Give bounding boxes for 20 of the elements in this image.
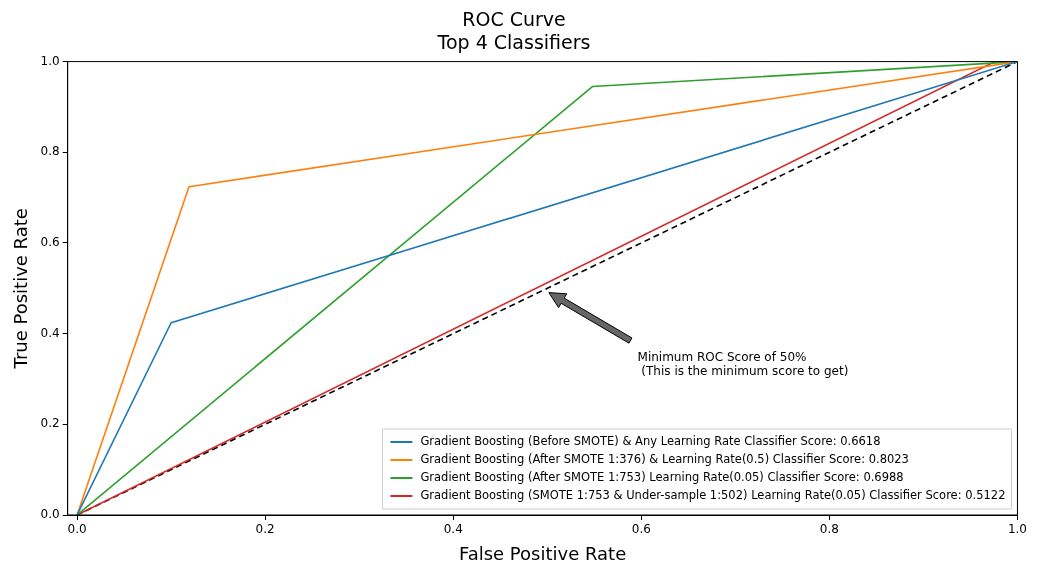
legend-label: Gradient Boosting (After SMOTE 1:753) Learning Rate(0.05) Classifier Score: 0.6988 (420, 469, 904, 484)
y-tick-label: 0.8 (40, 144, 60, 159)
y-tick-label: 1.0 (40, 53, 60, 68)
y-tick-label: 0.4 (40, 325, 60, 340)
y-axis-title: True Positive Rate (10, 208, 32, 370)
legend-label: Gradient Boosting (After SMOTE 1:376) & Learning Rate(0.5) Classifier Score: 0.8023 (420, 451, 909, 466)
y-tick-label: 0.6 (40, 235, 60, 250)
x-tick-label: 0.8 (819, 522, 839, 537)
x-tick-label: 0.4 (443, 522, 463, 537)
x-tick-label: 0.0 (67, 522, 87, 537)
y-tick-label: 0.0 (40, 507, 60, 522)
annotation: Minimum ROC Score of 50% (This is the minimum score to get) (637, 349, 849, 378)
legend-label: Gradient Boosting (Before SMOTE) & Any Learning Rate Classifier Score: 0.6618 (420, 433, 881, 448)
legend-label: Gradient Boosting (SMOTE 1:753 & Under-sample 1:502) Learning Rate(0.05) Classifier Score: 0.5122 (420, 487, 1006, 502)
x-tick-label: 1.0 (1007, 522, 1027, 537)
x-tick-label: 0.6 (631, 522, 651, 537)
x-tick-label: 0.2 (255, 522, 275, 537)
x-axis-title: False Positive Rate (458, 542, 627, 564)
chart-title: ROC Curve Top 4 Classifiers (436, 8, 591, 54)
y-tick-label: 0.2 (40, 416, 60, 431)
